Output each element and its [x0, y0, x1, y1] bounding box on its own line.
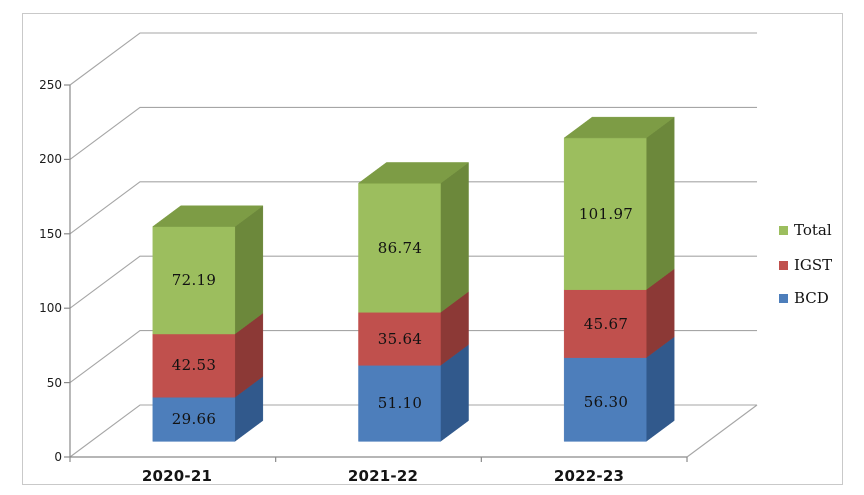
chart-border — [22, 13, 843, 485]
y-axis-tick-label: 150 — [39, 227, 62, 241]
gridline-250 — [69, 32, 758, 86]
legend-item-bcd: BCD — [779, 289, 829, 307]
x-axis-category-2022-23: 2022-23 — [553, 467, 625, 485]
legend-item-total: Total — [779, 221, 832, 239]
legend-label-bcd: BCD — [794, 289, 829, 307]
legend-marker-total-icon — [779, 225, 788, 235]
data-label-bcd-2020-21: 29.66 — [171, 410, 217, 428]
gridline-150 — [69, 181, 758, 235]
gridline-100 — [69, 255, 758, 309]
y-axis-tick-label: 100 — [39, 301, 62, 315]
legend-item-igst: IGST — [779, 256, 832, 274]
gridline-200 — [69, 106, 758, 160]
y-axis-tick-label: 200 — [39, 152, 62, 166]
data-label-igst-2022-23: 45.67 — [583, 315, 629, 333]
gridline-50 — [69, 330, 758, 384]
data-label-total-2020-21: 72.19 — [171, 271, 217, 289]
data-label-total-2022-23: 101.97 — [578, 205, 634, 223]
legend-marker-igst-icon — [779, 260, 788, 270]
y-axis-tick-label: 50 — [46, 376, 62, 390]
bar-2022-23-Total-top — [563, 116, 675, 139]
y-axis-tick-label: 250 — [39, 78, 62, 92]
data-label-igst-2021-22: 35.64 — [377, 330, 423, 348]
x-axis-category-2021-22: 2021-22 — [347, 467, 419, 485]
x-axis-category-2020-21: 2020-21 — [141, 467, 213, 485]
data-label-total-2021-22: 86.74 — [377, 239, 423, 257]
y-axis-tick-label: 0 — [54, 450, 62, 464]
legend-label-igst: IGST — [794, 256, 833, 274]
legend-label-total: Total — [794, 221, 832, 239]
floor-right-edge — [686, 404, 758, 458]
data-label-bcd-2021-22: 51.10 — [377, 394, 423, 412]
floor-back-edge — [69, 404, 758, 458]
legend-marker-bcd-icon — [779, 293, 788, 303]
bar-2021-22-Total-top — [357, 162, 470, 184]
data-label-igst-2020-21: 42.53 — [171, 356, 217, 374]
bar-2020-21-Total-top — [152, 205, 264, 227]
data-label-bcd-2022-23: 56.30 — [583, 393, 629, 411]
